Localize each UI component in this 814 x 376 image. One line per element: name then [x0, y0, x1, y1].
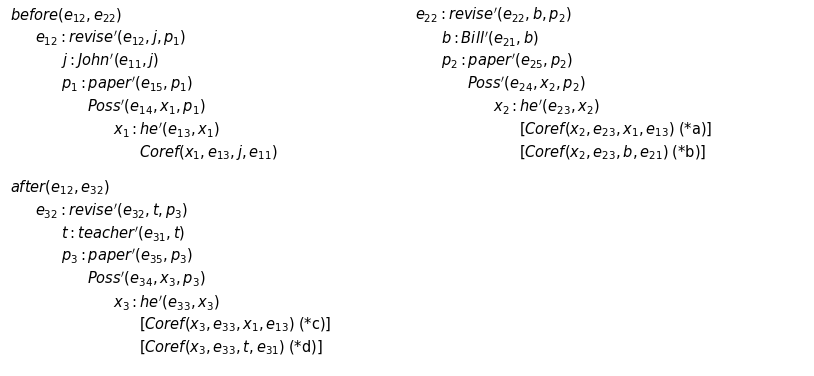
Text: $[\mathit{Coref}(x_3, e_{33}, x_1, e_{13})\;(*\mathrm{c})]$: $[\mathit{Coref}(x_3, e_{33}, x_1, e_{13… — [139, 316, 331, 334]
Text: $x_3 : \mathit{he}'(e_{33}, x_3)$: $x_3 : \mathit{he}'(e_{33}, x_3)$ — [113, 293, 220, 312]
Text: $\mathit{Poss}'(e_{24}, x_2, p_2)$: $\mathit{Poss}'(e_{24}, x_2, p_2)$ — [467, 74, 585, 94]
Text: $[\mathit{Coref}(x_2, e_{23}, x_1, e_{13})\;(*\mathrm{a})]$: $[\mathit{Coref}(x_2, e_{23}, x_1, e_{13… — [519, 120, 712, 139]
Text: $p_1 : \mathit{paper}'(e_{15}, p_1)$: $p_1 : \mathit{paper}'(e_{15}, p_1)$ — [61, 74, 194, 94]
Text: $e_{22} : \mathit{revise}'(e_{22}, b, p_2)$: $e_{22} : \mathit{revise}'(e_{22}, b, p_… — [415, 6, 571, 25]
Text: $e_{12} : \mathit{revise}'(e_{12}, j, p_1)$: $e_{12} : \mathit{revise}'(e_{12}, j, p_… — [36, 29, 186, 48]
Text: $j : \mathit{John}'(e_{11}, j)$: $j : \mathit{John}'(e_{11}, j)$ — [61, 51, 160, 71]
Text: $\mathit{after}(e_{12}, e_{32})$: $\mathit{after}(e_{12}, e_{32})$ — [10, 179, 109, 197]
Text: $\mathit{Coref}(x_1, e_{13}, j, e_{11})$: $\mathit{Coref}(x_1, e_{13}, j, e_{11})$ — [139, 143, 278, 162]
Text: $p_3 : \mathit{paper}'(e_{35}, p_3)$: $p_3 : \mathit{paper}'(e_{35}, p_3)$ — [61, 247, 194, 266]
Text: $\mathit{Poss}'(e_{14}, x_1, p_1)$: $\mathit{Poss}'(e_{14}, x_1, p_1)$ — [87, 97, 206, 117]
Text: $p_2 : \mathit{paper}'(e_{25}, p_2)$: $p_2 : \mathit{paper}'(e_{25}, p_2)$ — [441, 51, 573, 71]
Text: $t : \mathit{teacher}'(e_{31}, t)$: $t : \mathit{teacher}'(e_{31}, t)$ — [61, 224, 186, 243]
Text: $\mathit{Poss}'(e_{34}, x_3, p_3)$: $\mathit{Poss}'(e_{34}, x_3, p_3)$ — [87, 270, 206, 289]
Text: $[\mathit{Coref}(x_3, e_{33}, t, e_{31})\;(*\mathrm{d})]$: $[\mathit{Coref}(x_3, e_{33}, t, e_{31})… — [139, 339, 323, 357]
Text: $x_1 : \mathit{he}'(e_{13}, x_1)$: $x_1 : \mathit{he}'(e_{13}, x_1)$ — [113, 120, 220, 139]
Text: $x_2 : \mathit{he}'(e_{23}, x_2)$: $x_2 : \mathit{he}'(e_{23}, x_2)$ — [493, 97, 600, 116]
Text: $e_{32} : \mathit{revise}'(e_{32}, t, p_3)$: $e_{32} : \mathit{revise}'(e_{32}, t, p_… — [36, 201, 189, 221]
Text: $b : \mathit{Bill}'(e_{21}, b)$: $b : \mathit{Bill}'(e_{21}, b)$ — [441, 29, 539, 48]
Text: $\mathit{before}(e_{12}, e_{22})$: $\mathit{before}(e_{12}, e_{22})$ — [10, 6, 121, 24]
Text: $[\mathit{Coref}(x_2, e_{23}, b, e_{21})\;(*\mathrm{b})]$: $[\mathit{Coref}(x_2, e_{23}, b, e_{21})… — [519, 143, 707, 162]
